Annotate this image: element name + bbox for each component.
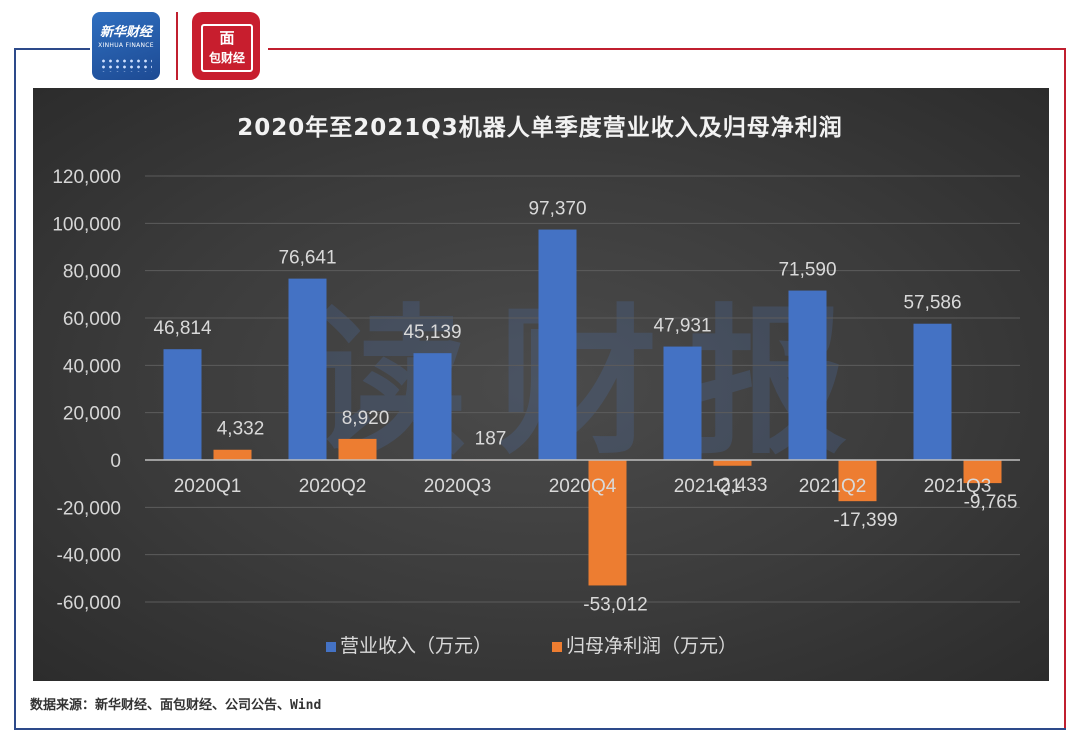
x-tick-label: 2020Q1 [174,476,242,497]
legend-swatch-net-profit [552,642,562,652]
revenue-bar [288,278,327,460]
revenue-data-label: 47,931 [653,316,711,337]
net-profit-data-label: -2,433 [714,475,768,496]
y-tick-label: 80,000 [63,262,121,283]
logo-divider [176,12,178,80]
y-tick-label: 60,000 [63,309,121,330]
legend-label-revenue: 营业收入（万元） [340,635,492,657]
xinhua-logo-text: 新华财经 [99,25,152,40]
chart-title: 2020年至2021Q3机器人单季度营业收入及归母净利润 [237,115,843,141]
y-tick-label: 20,000 [63,404,121,425]
revenue-bar [538,229,577,460]
net-profit-data-label: -9,765 [964,492,1018,513]
x-tick-label: 2021Q2 [799,476,867,497]
x-tick-label: 2021Q3 [924,476,992,497]
y-tick-label: -20,000 [57,498,121,519]
frame-line-right [1064,48,1066,730]
revenue-bar [663,346,702,460]
net-profit-data-label: -53,012 [583,594,647,615]
y-tick-label: -40,000 [57,546,121,567]
net-profit-data-label: -17,399 [833,510,897,531]
xinhua-finance-logo: 新华财经 XINHUA FINANCE [92,12,160,80]
net-profit-data-label: 187 [475,429,507,450]
frame-line-top-right [268,48,1066,50]
y-tick-label: 120,000 [52,167,121,188]
data-source-note: 数据来源：新华财经、面包财经、公司公告、Wind [30,698,322,713]
frame-line-bottom [14,728,1066,730]
revenue-data-label: 97,370 [528,199,586,220]
revenue-bar [788,290,827,460]
revenue-bar [913,323,952,460]
x-tick-label: 2020Q3 [424,476,492,497]
x-tick-label: 2021Q1 [674,476,742,497]
y-tick-label: 100,000 [52,214,121,235]
net-profit-data-label: 8,920 [342,408,390,429]
mianbao-seal: 面包财经 [201,24,253,72]
net-profit-data-label: 4,332 [217,419,265,440]
frame-line-top-left [14,48,90,50]
revenue-bar [163,349,202,460]
xinhua-logo-dots [100,58,152,72]
net-profit-bar [588,460,627,586]
revenue-data-label: 57,586 [903,293,961,314]
x-tick-label: 2020Q4 [549,476,617,497]
revenue-data-label: 71,590 [778,260,836,281]
revenue-data-label: 46,814 [153,318,212,339]
net-profit-bar [838,460,877,502]
revenue-data-label: 76,641 [278,248,336,269]
y-tick-label: -60,000 [57,593,121,614]
net-profit-bar [338,438,377,460]
legend-swatch-revenue [326,642,336,652]
x-tick-label: 2020Q2 [299,476,367,497]
mianbao-finance-logo: 面包财经 [192,12,260,80]
y-tick-label: 40,000 [63,356,121,377]
y-tick-label: 0 [110,451,121,472]
xinhua-logo-en: XINHUA FINANCE [98,42,154,49]
frame-line-left [14,48,16,730]
watermark: 读财报 [307,293,877,472]
revenue-data-label: 45,139 [403,322,461,343]
legend-label-net-profit: 归母净利润（万元） [566,635,737,657]
revenue-bar [413,353,452,460]
net-profit-bar [963,460,1002,484]
net-profit-bar [213,449,252,460]
net-profit-bar [713,460,752,466]
